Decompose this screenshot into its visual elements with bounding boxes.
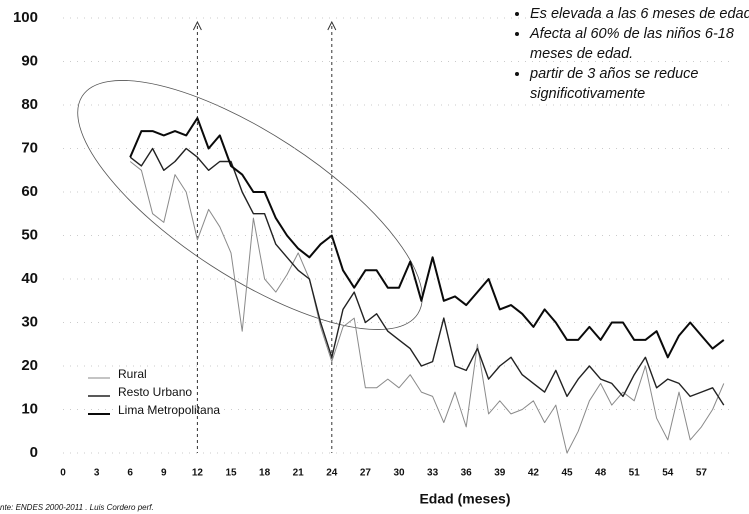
y-tick-label: 90	[21, 52, 38, 69]
x-tick-label: 3	[94, 468, 100, 479]
x-tick-label: 33	[427, 468, 439, 479]
bullet: partir de 3 años se reduce significotiva…	[530, 64, 749, 104]
highlight-ellipse	[77, 80, 423, 330]
x-tick-label: 24	[326, 468, 338, 479]
y-tick-label: 40	[21, 270, 38, 287]
y-tick-label: 20	[21, 357, 38, 374]
arrow-head	[192, 20, 202, 31]
x-tick-label: 21	[293, 468, 305, 479]
source: nte: ENDES 2000-2011 . Luis Cordero perf…	[0, 503, 154, 512]
y-tick-label: 30	[21, 313, 38, 330]
y-tick-label: 50	[21, 226, 38, 243]
legend-label: Lima Metropolitana	[118, 403, 220, 417]
y-tick-label: 80	[21, 96, 38, 113]
x-tick-label: 39	[494, 468, 506, 479]
x-tick-label: 6	[127, 468, 133, 479]
y-tick-label: 0	[30, 444, 38, 461]
x-tick-label: 30	[393, 468, 405, 479]
x-tick-label: 42	[528, 468, 540, 479]
bullet: Es elevada a las 6 meses de edad.	[530, 4, 749, 24]
x-tick-label: 54	[662, 468, 674, 479]
x-tick-label: 45	[561, 468, 573, 479]
x-tick-label: 27	[360, 468, 372, 479]
x-tick-label: 18	[259, 468, 271, 479]
x-tick-label: 57	[696, 468, 708, 479]
x-tick-label: 12	[192, 468, 204, 479]
data-line	[129, 117, 725, 359]
y-tick-label: 100	[13, 9, 38, 26]
x-tick-label: 9	[161, 468, 167, 479]
x-tick-label: 0	[60, 468, 66, 479]
arrow-head	[327, 20, 337, 31]
x-tick-label: 15	[225, 468, 237, 479]
bullet-list: Es elevada a las 6 meses de edad.Afecta …	[512, 4, 749, 104]
legend-label: Rural	[118, 367, 147, 381]
y-tick-label: 10	[21, 400, 38, 417]
y-tick-label: 70	[21, 139, 38, 156]
bullet: Afecta al 60% de las niños 6-18 meses de…	[530, 24, 749, 64]
x-tick-label: 51	[629, 468, 641, 479]
x-tick-label: 36	[461, 468, 473, 479]
legend-label: Resto Urbano	[118, 385, 192, 399]
y-tick-label: 60	[21, 183, 38, 200]
x-tick-label: 48	[595, 468, 607, 479]
x-axis-title: Edad (meses)	[419, 491, 510, 507]
